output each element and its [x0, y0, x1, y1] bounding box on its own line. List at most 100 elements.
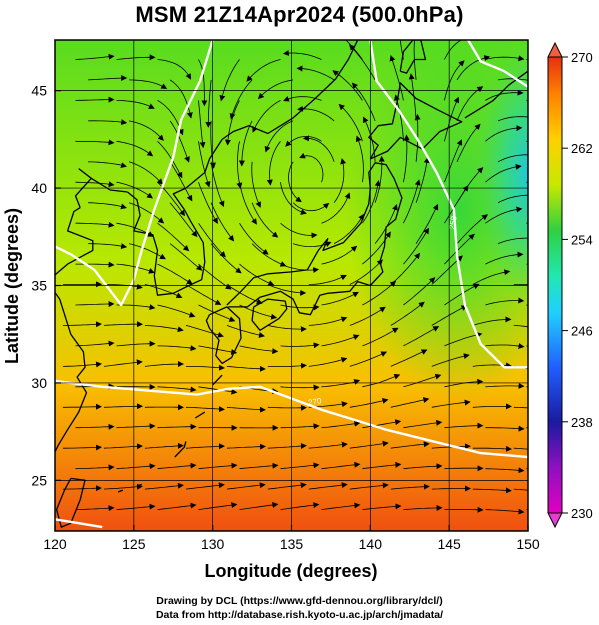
x-tick-label: 135 [280, 536, 304, 552]
wind-streamline [485, 425, 525, 432]
wind-streamline [226, 365, 266, 372]
wind-streamline [144, 482, 184, 490]
wind-streamline [210, 243, 242, 274]
wind-streamline [472, 403, 512, 410]
wind-streamline [497, 237, 528, 244]
wind-streamline [362, 419, 402, 429]
wind-streamline [513, 488, 528, 491]
wind-streamline [497, 154, 528, 163]
wind-streamline [472, 362, 512, 369]
wind-streamline [485, 251, 524, 265]
wind-streamline [333, 213, 365, 244]
wind-streamline [185, 443, 225, 450]
wind-streamline [338, 103, 363, 142]
figure-title: MSM 21Z14Apr2024 (500.0hPa) [135, 2, 464, 27]
wind-streamline [321, 334, 360, 347]
wind-streamline [280, 502, 320, 510]
colorbar: 270 262 254 246 238 230 [547, 41, 593, 529]
wind-streamline [308, 357, 348, 367]
wind-streamline [205, 79, 212, 128]
wind-streamline [280, 462, 320, 470]
y-tick-label: 35 [31, 278, 47, 294]
wind-streamline [88, 243, 128, 250]
y-tick-label: 30 [31, 375, 47, 391]
wind-streamline [390, 301, 425, 326]
wind-streamline [239, 222, 269, 255]
wind-streamline [472, 487, 512, 494]
wind-streamline [239, 462, 279, 470]
wind-streamline [116, 263, 155, 274]
colorbar-tick-label: 262 [571, 141, 593, 156]
wind-streamline [62, 361, 102, 368]
wind-streamline [144, 442, 184, 449]
wind-streamline [403, 419, 443, 429]
temperature-contour [369, 40, 528, 369]
wind-streamline [239, 345, 279, 355]
wind-streamline [390, 349, 428, 367]
x-tick-label: 130 [201, 536, 225, 552]
temperature-contour [55, 518, 103, 529]
coastline [136, 483, 142, 487]
wind-streamline [485, 382, 525, 389]
colorbar-ticks: 270 262 254 246 238 230 [562, 50, 593, 521]
wind-streamline [185, 325, 224, 338]
colorbar-tick-label: 270 [571, 50, 593, 65]
wind-streamline [75, 221, 115, 228]
wind-streamline [280, 222, 318, 239]
wind-streamline [116, 100, 155, 109]
wind-streamline [75, 464, 115, 471]
wind-streamline [198, 59, 208, 107]
coastline [127, 139, 223, 296]
temperature-contour [467, 40, 528, 88]
wind-streamline [239, 263, 275, 286]
wind-streamline [129, 79, 168, 90]
wind-streamline [280, 384, 320, 391]
wind-streamline [224, 100, 240, 146]
wind-streamline [264, 120, 294, 153]
wind-streamline [456, 167, 484, 203]
x-tick-label: 120 [43, 536, 67, 552]
wind-streamline [219, 59, 240, 102]
wind-streamline [239, 502, 279, 510]
footer-credit-data: Data from http://database.rish.kyoto-u.a… [155, 609, 444, 621]
wind-streamline [349, 482, 389, 490]
wind-streamline [251, 202, 279, 238]
wind-streamline [292, 241, 332, 248]
wind-streamline [246, 59, 281, 82]
wind-streamline [157, 386, 197, 393]
wind-streamline [285, 136, 322, 147]
wind-streamline [198, 386, 238, 395]
wind-streamline [75, 261, 115, 268]
wind-streamline [198, 182, 218, 224]
wind-streamline [399, 40, 404, 60]
wind-streamline [296, 65, 335, 81]
wind-streamline [321, 245, 358, 265]
y-tick-label: 40 [31, 180, 47, 196]
wind-streamline [185, 284, 222, 305]
wind-streamline [302, 135, 335, 162]
wind-streamline [185, 482, 225, 490]
wind-streamline [390, 483, 430, 490]
wind-streamline [226, 325, 265, 338]
wind-streamline [299, 152, 324, 183]
coastlines [55, 40, 528, 528]
wind-streamline [362, 503, 402, 510]
wind-streamline [103, 403, 143, 410]
wind-streamline [349, 397, 389, 408]
coastline [221, 40, 359, 140]
wind-streamline [485, 343, 525, 349]
wind-streamline [308, 316, 348, 326]
coastline [368, 82, 463, 160]
coastline [464, 70, 528, 119]
wind-streamline [321, 192, 351, 224]
colorbar-extend-low [547, 512, 563, 529]
wind-streamline [252, 100, 281, 133]
wind-streamline [403, 179, 421, 224]
wind-streamline [403, 463, 443, 470]
wind-streamline [444, 422, 484, 429]
wind-streamline [308, 482, 348, 490]
wind-streamline [226, 443, 266, 450]
wind-streamline [403, 277, 436, 306]
wind-streamline [513, 325, 528, 328]
latitude-ticks: 25 30 35 40 45 [31, 83, 61, 488]
